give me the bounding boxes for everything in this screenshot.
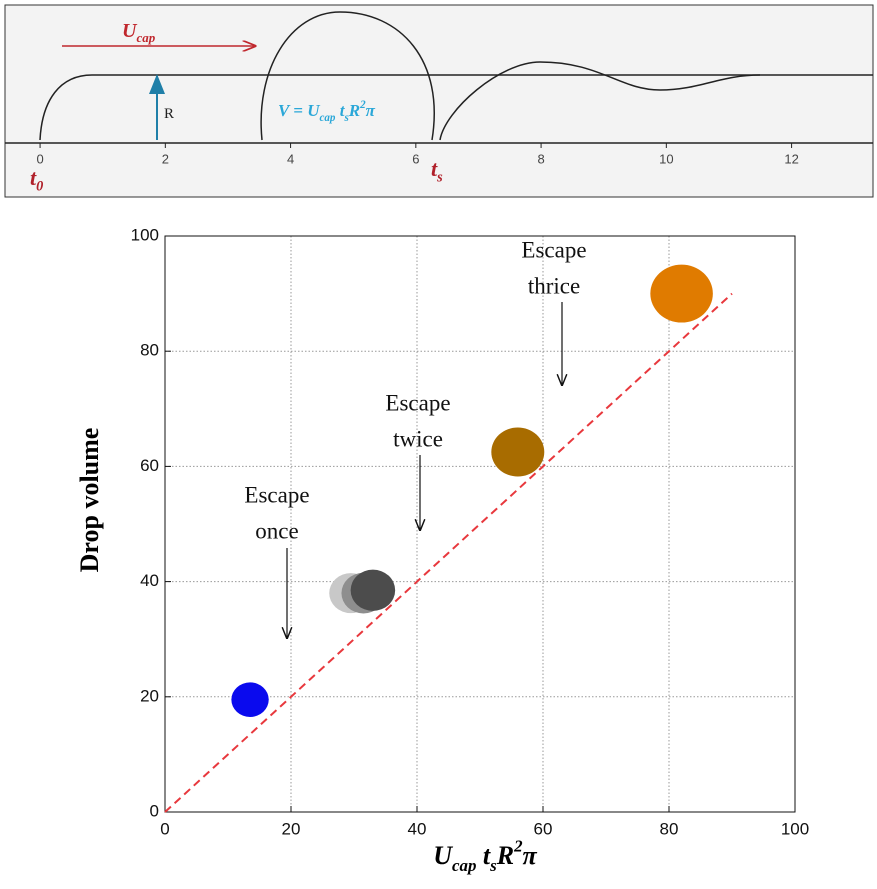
subscript: 0 <box>36 179 43 195</box>
x-tick-label: 100 <box>781 819 809 838</box>
annotation: Ucap <box>122 20 156 45</box>
x-tick-label: 80 <box>660 819 679 838</box>
superscript: 2 <box>513 836 523 855</box>
y-axis-label: Drop volume <box>75 428 104 573</box>
annotation: Escape <box>385 390 450 415</box>
text-part: R <box>348 101 360 120</box>
reference-line <box>164 292 733 813</box>
annotation: R <box>164 106 174 122</box>
y-tick-label: 60 <box>140 456 159 475</box>
annotation: twice <box>393 426 443 451</box>
y-tick-label: 20 <box>140 686 159 705</box>
x-tick-label: 0 <box>160 819 169 838</box>
text-part: R <box>496 841 514 870</box>
subscript: s <box>489 856 497 875</box>
scatter-panel: 0 20 40 60 80 100 0 20 40 60 80 100 Escape once Escape… <box>75 225 809 874</box>
x-tick-label: 40 <box>408 819 427 838</box>
subscript: cap <box>136 30 155 45</box>
subscript: cap <box>320 111 336 123</box>
text-part: U <box>122 20 138 42</box>
data-point <box>350 569 396 611</box>
text-part: π <box>366 101 376 120</box>
subscript: cap <box>452 856 476 875</box>
x-axis-label: Ucap tsR2π <box>433 836 537 875</box>
subscript: s <box>343 111 348 123</box>
annotation: ts <box>431 156 443 186</box>
x-tick-label: 10 <box>659 151 673 166</box>
relaxation-curve <box>439 61 761 141</box>
text-part: t <box>335 101 345 120</box>
x-tick-label: 12 <box>784 151 798 166</box>
plot-area <box>165 236 795 812</box>
annotation: thrice <box>528 273 580 298</box>
text-part: U <box>433 841 453 870</box>
plot-frame <box>164 235 796 813</box>
y-tick-label: 80 <box>140 341 159 360</box>
interface-curve <box>39 74 873 141</box>
y-tick-label: 40 <box>140 571 159 590</box>
text-part: π <box>523 841 538 870</box>
x-tick-label: 8 <box>537 151 544 166</box>
x-tick-label: 60 <box>534 819 553 838</box>
drop-curve <box>260 11 435 141</box>
data-point <box>491 427 545 477</box>
subscript: s <box>436 170 443 186</box>
x-tick-label: 4 <box>287 151 294 166</box>
annotation: V = Ucap tsR2π <box>278 99 376 124</box>
y-tick-label: 100 <box>131 225 159 244</box>
annotation: t0 <box>30 165 43 195</box>
annotation: Escape <box>521 237 586 262</box>
text-part: R <box>164 106 174 122</box>
x-tick-label: 6 <box>412 151 419 166</box>
superscript: 2 <box>359 99 366 111</box>
annotation: Escape <box>244 482 309 507</box>
panel-frame <box>4 4 874 198</box>
x-tick-label: 2 <box>162 151 169 166</box>
y-tick-label: 0 <box>150 801 159 820</box>
text-part: V = U <box>278 101 320 120</box>
annotation: once <box>255 518 298 543</box>
text-part: t <box>476 841 491 870</box>
text-part: t <box>30 165 37 190</box>
x-tick-label: 20 <box>282 819 301 838</box>
data-point <box>650 264 713 323</box>
data-point <box>231 682 269 717</box>
text-part: t <box>431 156 438 181</box>
x-tick-label: 0 <box>36 151 43 166</box>
